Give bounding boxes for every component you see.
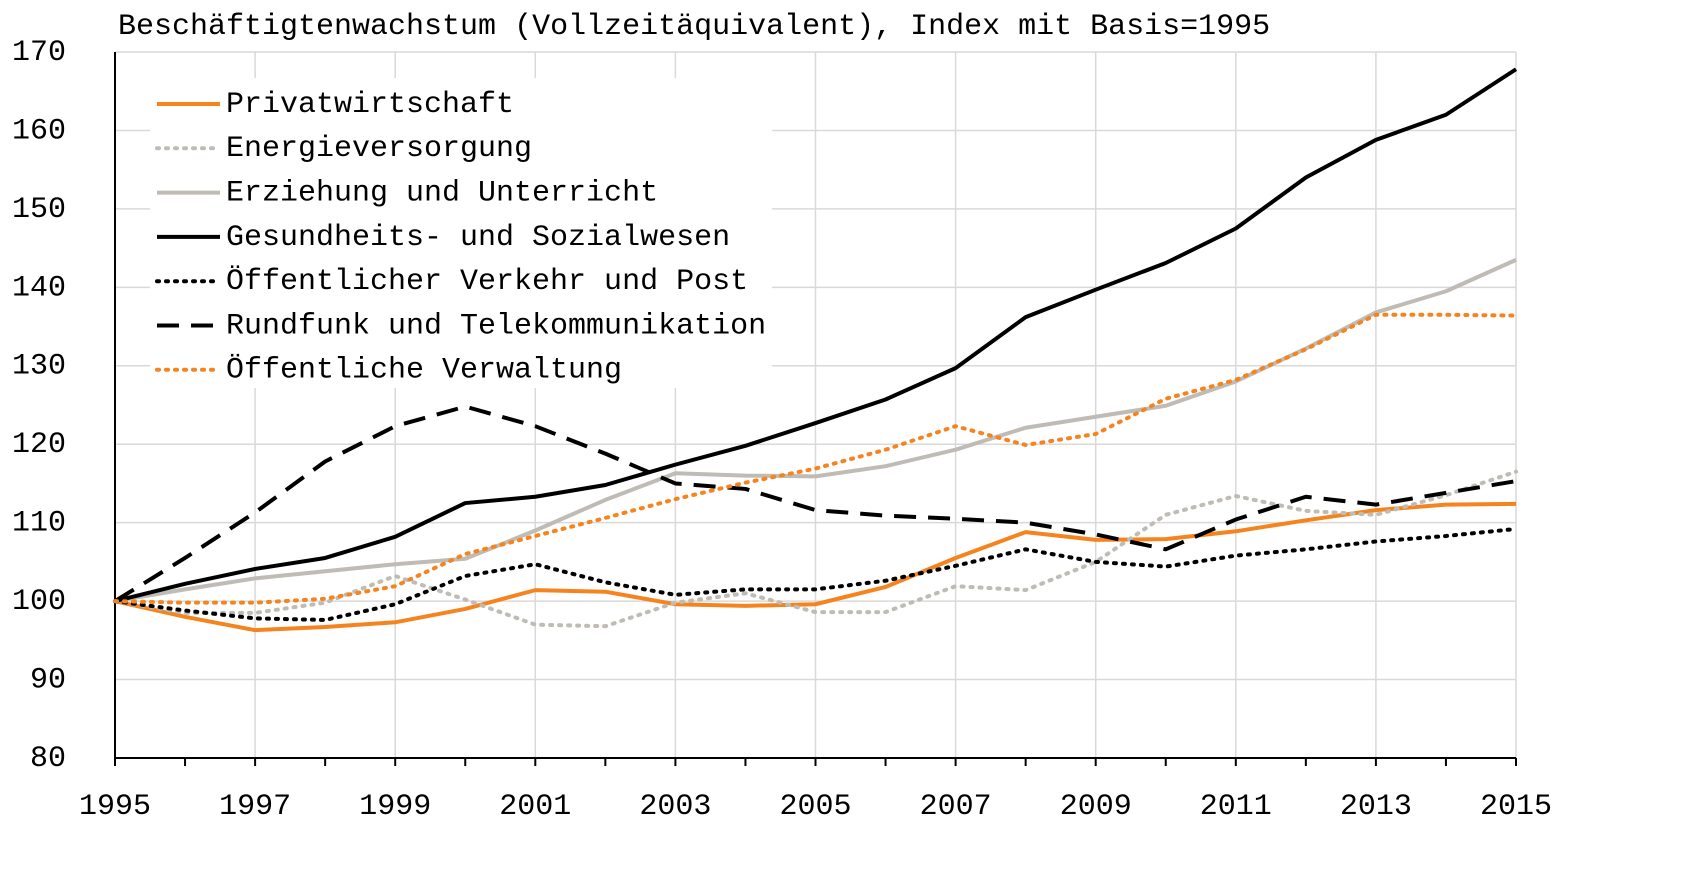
- legend-label: Öffentliche Verwaltung: [226, 354, 622, 388]
- y-tick-label: 140: [12, 271, 66, 305]
- y-tick-label: 160: [12, 114, 66, 148]
- series-line: [114, 258, 1517, 604]
- series-line: [113, 404, 1517, 603]
- legend-label: Energieversorgung: [226, 132, 532, 166]
- x-tick-label: 2013: [1340, 790, 1412, 824]
- legend: Privatwirtschaft Energieversorgung Erziehu…: [150, 78, 772, 388]
- y-tick-label: 90: [30, 663, 66, 697]
- legend-label: Privatwirtschaft: [226, 88, 514, 122]
- legend-box: [150, 78, 772, 388]
- x-tick-label: 2003: [639, 790, 711, 824]
- x-tick-label: 2007: [920, 790, 992, 824]
- series-line: [113, 312, 1518, 605]
- x-tick-label: 2011: [1200, 790, 1272, 824]
- legend-label: Öffentlicher Verkehr und Post: [226, 265, 748, 299]
- legend-label: Erziehung und Unterricht: [226, 177, 658, 211]
- x-tick-label: 2015: [1480, 790, 1552, 824]
- y-tick-label: 100: [12, 585, 66, 619]
- y-tick-label: 130: [12, 350, 66, 384]
- legend-label: Rundfunk und Telekommunikation: [226, 309, 766, 343]
- x-tick-label: 2001: [499, 790, 571, 824]
- x-tick-label: 1999: [359, 790, 431, 824]
- x-tick-label: 1997: [219, 790, 291, 824]
- chart-title: Beschäftigtenwachstum (Vollzeitäquivalen…: [118, 10, 1270, 44]
- y-tick-label: 80: [30, 742, 66, 776]
- x-tick-label: 2005: [779, 790, 851, 824]
- legend-label: Gesundheits- und Sozialwesen: [226, 221, 730, 255]
- y-tick-label: 170: [12, 36, 66, 70]
- series-line: [114, 67, 1518, 604]
- y-tick-label: 120: [12, 428, 66, 462]
- y-tick-label: 110: [12, 507, 66, 541]
- series-line: [113, 526, 1518, 622]
- x-tick-label: 2009: [1060, 790, 1132, 824]
- x-tick-label: 1995: [79, 790, 151, 824]
- series-line: [114, 501, 1517, 633]
- y-tick-label: 150: [12, 193, 66, 227]
